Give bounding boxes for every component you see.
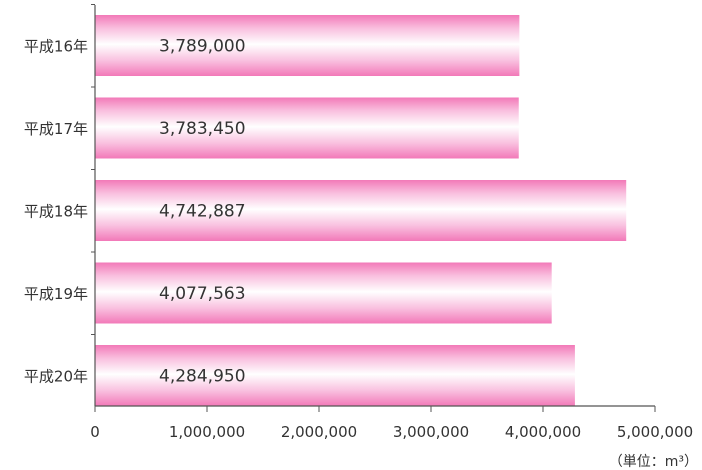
x-tick-label-5: 5,000,000 [617, 423, 693, 441]
value-label-3: 4,742,887 [159, 202, 246, 222]
category-label-1: 平成16年 [24, 38, 88, 56]
x-tick-label-0: 0 [90, 423, 100, 441]
value-label-1: 3,789,000 [159, 37, 246, 57]
value-label-4: 4,077,563 [159, 284, 246, 304]
x-tick-label-3: 3,000,000 [393, 423, 469, 441]
bar-4 [95, 262, 552, 324]
unit-label: （単位：m³） [609, 454, 698, 470]
bar-1 [95, 15, 520, 76]
bar-5 [95, 345, 575, 406]
bar-3 [95, 180, 627, 241]
x-tick-label-4: 4,000,000 [505, 423, 581, 441]
category-label-5: 平成20年 [24, 368, 88, 386]
x-tick-label-1: 1,000,000 [169, 423, 245, 441]
bar-2 [95, 97, 519, 159]
value-label-2: 3,783,450 [159, 119, 246, 139]
category-label-2: 平成17年 [24, 120, 88, 138]
category-label-3: 平成18年 [24, 203, 88, 221]
value-label-5: 4,284,950 [159, 367, 246, 387]
category-label-4: 平成19年 [24, 285, 88, 303]
bars-layer: 3,789,000 3,783,450 4,742,887 4,077,563 4,28… [95, 15, 627, 406]
x-tick-label-2: 2,000,000 [281, 423, 357, 441]
